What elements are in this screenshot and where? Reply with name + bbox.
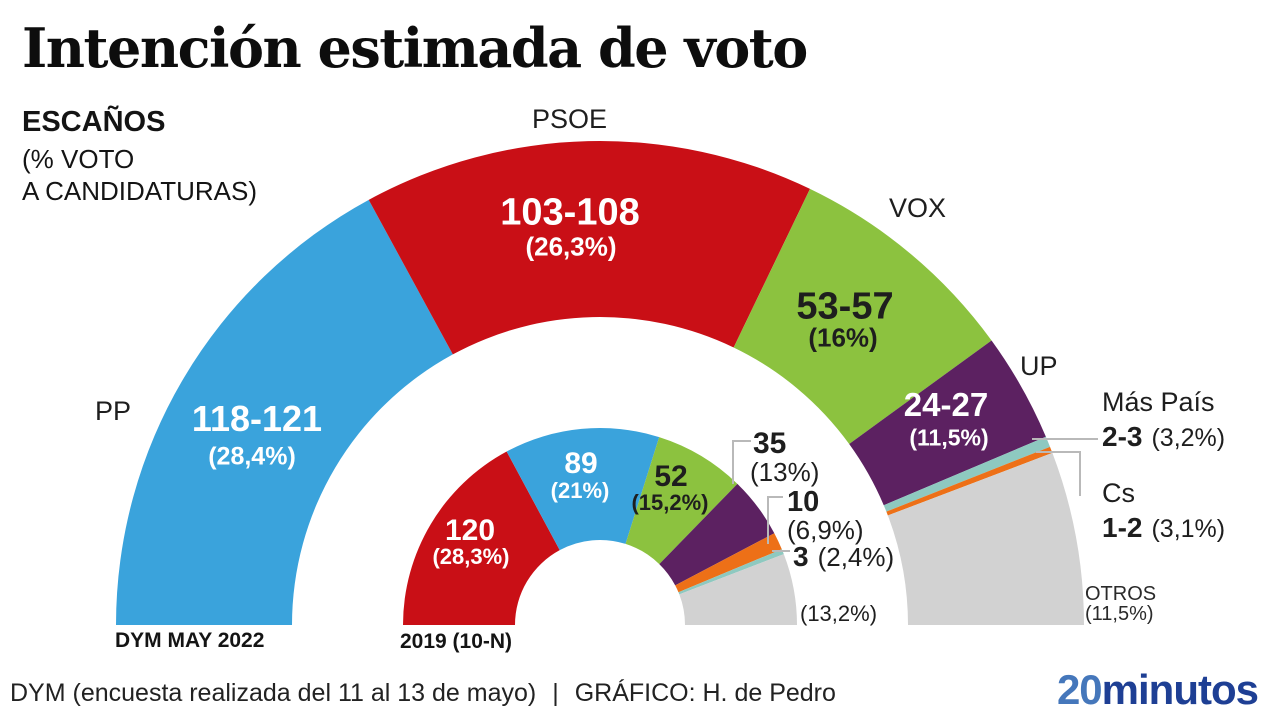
callout-maspais-2019: 3 (2,4%) [793, 541, 894, 573]
callout-line-cs-2022 [1036, 451, 1081, 496]
logo-part-minutos: minutos [1101, 666, 1259, 713]
value-pp-pct: (28,4%) [208, 442, 296, 471]
label-maspais-seats: 2-3 [1102, 421, 1143, 452]
label-cs-name: Cs [1102, 478, 1135, 508]
footer-separator: | [552, 679, 559, 707]
value-2019-pp-seats: 89 [564, 447, 598, 480]
value-2019-psoe-pct: (28,3%) [432, 544, 510, 569]
page-title: Intención estimada de voto [22, 16, 808, 80]
arc-2019-10-n-cs [675, 533, 782, 593]
label-cs-seats: 1-2 [1102, 512, 1143, 543]
footer-credit: GRÁFICO: H. de Pedro [574, 679, 836, 707]
callout-cs-2019-seats: 10 [787, 486, 820, 518]
value-psoe-seats: 103-108 [500, 191, 640, 234]
label-maspais-pct: (3,2%) [1151, 424, 1226, 452]
arc-2019-10-n-otros [679, 554, 797, 625]
footer: DYM (encuesta realizada del 11 al 13 de … [10, 679, 836, 708]
value-psoe-pct: (26,3%) [525, 231, 617, 262]
party-label-vox: VOX [889, 193, 947, 223]
arc-2019-10-n-up [659, 483, 775, 586]
subtitle-heading: ESCAÑOS [22, 106, 166, 138]
label-otros-2022-pct: (11,5%) [1085, 603, 1154, 625]
callout-up-2019-seats: 35 [753, 427, 787, 460]
arc-dym-may-2022-otros [887, 452, 1084, 625]
arc-2019-10-n-vox [625, 437, 738, 565]
label-maspais-value: 2-3 (3,2%) [1102, 421, 1225, 453]
logo-part-20: 20 [1056, 666, 1103, 713]
label-otros-2022: OTROS [1085, 583, 1157, 605]
value-2019-vox-seats: 52 [654, 460, 688, 493]
subtitle-line2: (% VOTO [22, 144, 135, 174]
footer-source: DYM (encuesta realizada del 11 al 13 de … [10, 679, 537, 707]
callout-line-up-2019 [732, 440, 751, 484]
arc-2019-10-n-pp [506, 427, 660, 551]
arc-dym-may-2022-psoe [368, 141, 810, 355]
label-cs-value: 1-2 (3,1%) [1102, 512, 1225, 544]
value-2019-psoe-seats: 120 [444, 514, 496, 547]
callout-up-2019-pct: (13%) [750, 457, 820, 487]
label-otros-2019-pct: (13,2%) [800, 601, 878, 626]
label-maspais-name: Más País [1102, 387, 1215, 417]
label-cs-pct: (3,1%) [1151, 515, 1226, 543]
callout-line-cs-2019 [767, 496, 783, 544]
party-label-psoe: PSOE [532, 104, 608, 134]
value-up-pct: (11,5%) [909, 424, 989, 451]
logo-20minutos: 20minutos [1056, 666, 1259, 714]
arc-dym-may-2022-mas-pais [883, 436, 1051, 512]
callout-maspais-2019-pct: (2,4%) [817, 542, 895, 572]
arc-dym-may-2022-cs [886, 446, 1053, 516]
subtitle-line3: A CANDIDATURAS) [22, 176, 257, 206]
arc-dym-may-2022-up [849, 340, 1046, 506]
ring-label-dym-2022: DYM MAY 2022 [115, 629, 265, 652]
callout-lines [732, 438, 1098, 552]
arc-dym-may-2022-pp [116, 199, 453, 625]
value-2019-pp-pct: (21%) [550, 478, 610, 503]
value-vox-seats: 53-57 [796, 285, 894, 328]
value-pp-seats: 118-121 [191, 398, 323, 439]
arc-2019-10-n-mas-pais [678, 549, 784, 595]
value-vox-pct: (16%) [808, 322, 878, 353]
ring-label-2019: 2019 (10-N) [400, 630, 513, 653]
callout-cs-2019-pct: (6,9%) [787, 515, 864, 545]
value-up-seats: 24-27 [903, 386, 989, 423]
value-2019-vox-pct: (15,2%) [631, 490, 709, 515]
callout-maspais-2019-seats: 3 [793, 541, 809, 572]
arc-2019-10-n-psoe [403, 451, 560, 625]
party-label-pp: PP [95, 396, 132, 426]
arc-dym-may-2022-vox [733, 188, 992, 444]
party-label-up: UP [1020, 351, 1058, 381]
